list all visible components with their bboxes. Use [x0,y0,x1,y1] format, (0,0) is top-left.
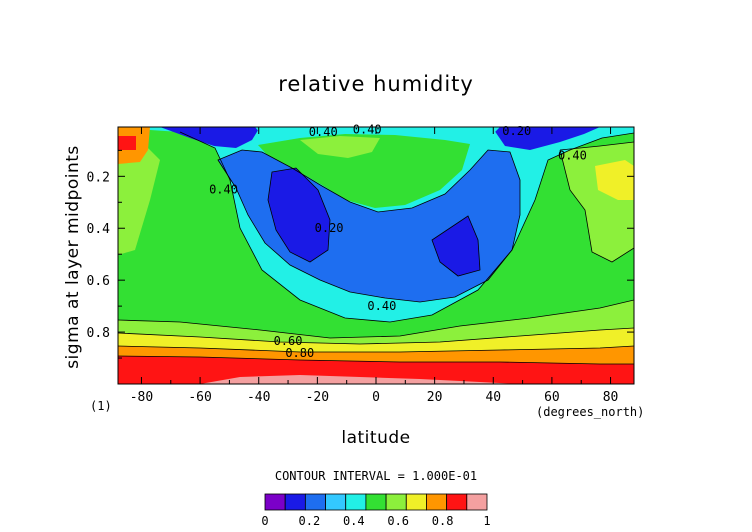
fill-band-dark-blue-top-right [492,127,600,150]
fill-band-dark-blue-nh [432,216,480,276]
y-tick-label: 0.2 [87,170,110,185]
colorbar-tick-label: 1 [483,514,490,528]
colorbar-swatch [446,493,468,511]
colorbar-swatch [325,493,347,511]
colorbar-tick-label: 0.8 [432,514,454,528]
x-tick-label: -40 [247,390,270,405]
fill-band-pink-bl [200,375,520,384]
colorbar-swatch [304,493,326,511]
colorbar-swatch [405,493,427,511]
fill-band-light-blue-top [255,127,500,133]
colorbar-swatch [385,493,407,511]
colorbar-tick-label: 0.4 [343,514,365,528]
panel-label: (1) [90,399,112,413]
contour-label: 0.40 [353,123,382,137]
fill-band-red-sw [118,136,136,150]
colorbar-swatch [264,493,286,511]
fill-band-dark-blue-top-left [160,127,260,148]
contour-label: 0.80 [285,346,314,360]
x-axis-units: (degrees_north) [536,405,644,419]
x-tick-label: 80 [603,390,619,405]
y-tick-label: 0.4 [87,222,111,237]
fill-band-light-green-center [300,136,380,158]
contour-label: 0.20 [315,221,344,235]
contour-line-040-a [179,131,634,323]
contour-line-030-a [217,149,521,303]
colorbar-tick-label: 0 [261,514,268,528]
contour-label: 0.20 [502,124,531,138]
x-tick-label: 40 [485,390,501,405]
contour-line-060-b [559,141,634,263]
chart-title: relative humidity [278,72,474,96]
contour-labels: 0.40 0.40 0.20 0.40 0.40 0.20 0.40 0.600.80 [209,123,587,360]
contour-line-070-a [118,345,634,353]
contour-line-050-a [118,299,634,339]
contour-line-060-a [118,327,634,345]
y-tick-label: 0.6 [87,274,110,289]
contour-interval-text: CONTOUR INTERVAL = 1.000E-01 [275,469,477,483]
x-tick-label: 0 [372,390,380,405]
colorbar: 0 0.2 0.4 0.6 0.8 1 [261,493,491,528]
x-tick-label: 60 [544,390,560,405]
x-tick-label: -80 [130,390,153,405]
y-axis-label: sigma at layer midpoints [63,145,83,369]
contour-label: 0.40 [209,182,238,196]
x-tick-label: -60 [188,390,211,405]
contour-line-080-a [118,355,634,365]
plot-area [118,127,634,384]
colorbar-tick-label: 0.6 [387,514,409,528]
fill-band-light-green-sw [118,140,160,255]
y-axis: 0.2 0.4 0.6 0.8 [87,149,634,359]
contour-label: 0.40 [558,149,587,163]
x-tick-label: 20 [427,390,443,405]
colorbar-swatch [365,493,387,511]
x-tick-label: -20 [306,390,329,405]
contour-label: 0.40 [309,125,338,139]
fill-band-green-center [258,134,470,208]
fill-band-dark-blue-sh [268,168,330,262]
colorbar-swatch [284,493,306,511]
contour-lines [118,131,634,365]
x-axis-label: latitude [341,428,410,448]
fill-band-yellow-ne [595,160,634,200]
x-axis: -80 -60 -40 -20 0 20 40 60 80 [130,127,619,405]
y-tick-label: 0.8 [87,326,110,341]
contour-label: 0.40 [367,299,396,313]
colorbar-swatch [345,493,367,511]
colorbar-tick-label: 0.2 [299,514,321,528]
contour-label: 0.60 [274,334,303,348]
colorbar-swatch [426,493,448,511]
colorbar-swatch [466,493,488,511]
contour-line-020-b [431,215,481,277]
contour-line-020-a [267,167,331,263]
